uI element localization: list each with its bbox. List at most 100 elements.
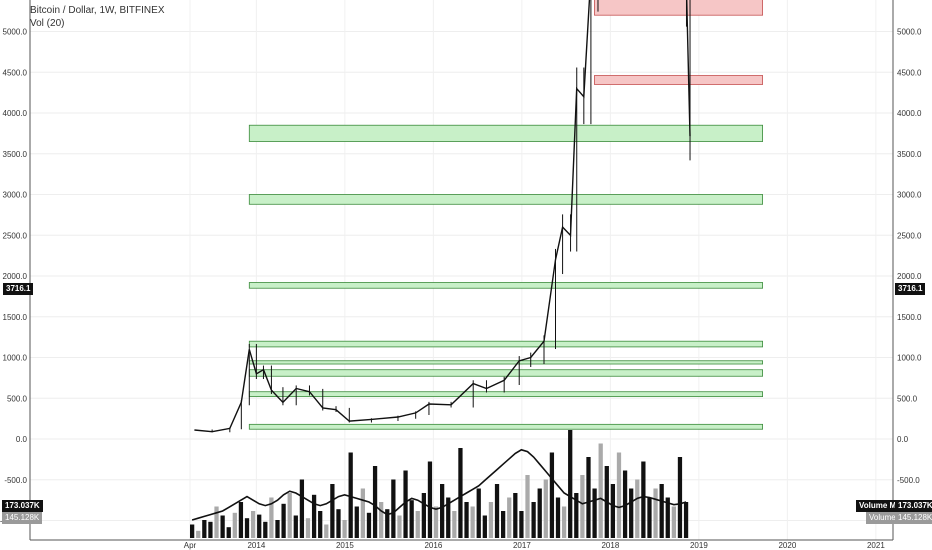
y-tick-label-left: 3500.0 [3, 150, 28, 159]
volume-bar [257, 514, 262, 538]
volume-bar [598, 443, 603, 538]
volume-bar [427, 461, 433, 538]
support-zone [248, 369, 763, 377]
y-tick-label-right: 5000.0 [897, 28, 922, 37]
support-zone [248, 124, 763, 142]
volume-bar [403, 470, 408, 538]
x-tick-label: 2015 [336, 541, 354, 550]
volume-bar [574, 493, 579, 538]
volume-ma-path [191, 448, 687, 521]
y-tick-label-left: 500.0 [7, 394, 28, 403]
volume-bar [190, 524, 195, 538]
price-line [194, 0, 691, 433]
volume-bar [635, 479, 640, 538]
support-zone [248, 194, 763, 205]
volume-bar [202, 520, 207, 538]
support-zone [248, 423, 763, 430]
volume-bar [354, 506, 359, 538]
y-tick-label-right: 2000.0 [897, 272, 922, 281]
y-tick-label-right: 3500.0 [897, 150, 922, 159]
price-badge-right: 3716.1 [895, 283, 926, 295]
volume-bar [561, 506, 567, 538]
y-tick-label-left: 1500.0 [3, 313, 28, 322]
volume-bar [250, 511, 256, 538]
y-tick-label-right: -500.0 [897, 476, 920, 485]
volume-bar [360, 488, 366, 538]
volume-bar [385, 509, 390, 538]
y-tick-label-left: 4500.0 [3, 68, 28, 77]
volume-bar [488, 502, 494, 538]
y-tick-label-left: 2500.0 [3, 231, 28, 240]
volume-bar [244, 518, 250, 538]
grid [30, 0, 893, 540]
volume-bar [568, 430, 573, 538]
volume-bar [366, 512, 372, 538]
indicator-label: Vol (20) [30, 18, 65, 29]
volume-bar [238, 502, 244, 538]
y-tick-label-right: 0.0 [897, 435, 909, 444]
y-tick-label-left: 3000.0 [3, 191, 28, 200]
volume-bar [580, 475, 585, 538]
volume-ma-label: Volume MA [856, 500, 905, 512]
volume-bar [610, 484, 616, 538]
x-tick-label: 2019 [690, 541, 708, 550]
support-zone [248, 340, 763, 348]
price-badge-left: 3716.1 [3, 283, 34, 295]
y-tick-label-left: -500.0 [4, 476, 27, 485]
volume-badge-left: 173.037K [2, 500, 43, 512]
volume-bar [348, 452, 353, 538]
volume-bar [415, 511, 420, 538]
volume-bar [293, 515, 298, 538]
volume-bar [226, 527, 231, 538]
volume-bar [196, 530, 201, 538]
volume-bar [232, 512, 237, 538]
volume-bar [537, 488, 542, 538]
volume-bar [513, 493, 518, 538]
volume-bar [287, 493, 292, 538]
x-tick-label: 2017 [513, 541, 531, 550]
volume-bar [555, 497, 561, 538]
volume-bar [470, 506, 475, 538]
volume-bar [482, 515, 487, 538]
y-tick-label-left: 1000.0 [3, 354, 28, 363]
volume-bar [507, 497, 512, 538]
volume-bar [647, 497, 652, 538]
support-zone [248, 391, 763, 398]
y-tick-label-left: 2000.0 [3, 272, 28, 281]
volume-bar [220, 515, 225, 538]
volume-bar [421, 493, 426, 538]
x-tick-label: Apr [184, 541, 197, 550]
volume-bar [433, 506, 439, 538]
volume-bar [269, 497, 274, 538]
support-zone [248, 360, 763, 365]
volume-label: Volume [866, 512, 899, 524]
volume-bar [281, 503, 286, 538]
resistance-zone [594, 0, 763, 16]
price-series [194, 0, 691, 433]
y-tick-label-right: 1000.0 [897, 354, 922, 363]
support-zone [248, 282, 763, 289]
volume-bar [336, 509, 341, 538]
x-tick-label: 2020 [778, 541, 796, 550]
volume-ma-badge-right: 145.128K [895, 512, 932, 524]
volume-bar [458, 448, 463, 538]
resistance-zone [594, 75, 763, 85]
volume-bar [397, 515, 402, 538]
y-tick-label-left: 5000.0 [3, 28, 28, 37]
volume-bar [379, 502, 384, 538]
y-tick-label-right: 2500.0 [897, 231, 922, 240]
y-axis-left: -1000.0-500.00.0500.01000.01500.02000.02… [0, 0, 31, 540]
chart-title: Bitcoin / Dollar, 1W, BITFINEX [30, 5, 165, 16]
volume-bar [586, 457, 591, 538]
y-tick-label-right: 4500.0 [897, 68, 922, 77]
y-tick-label-left: 4000.0 [3, 109, 28, 118]
volume-bar [452, 511, 457, 538]
volume-bar [409, 500, 414, 538]
volume-bar [671, 506, 676, 538]
volume-bar [275, 520, 280, 538]
y-tick-label-right: 500.0 [897, 394, 918, 403]
y-tick-label-right: 4000.0 [897, 109, 922, 118]
volume-bar [305, 518, 311, 538]
volume-bar [446, 497, 451, 538]
